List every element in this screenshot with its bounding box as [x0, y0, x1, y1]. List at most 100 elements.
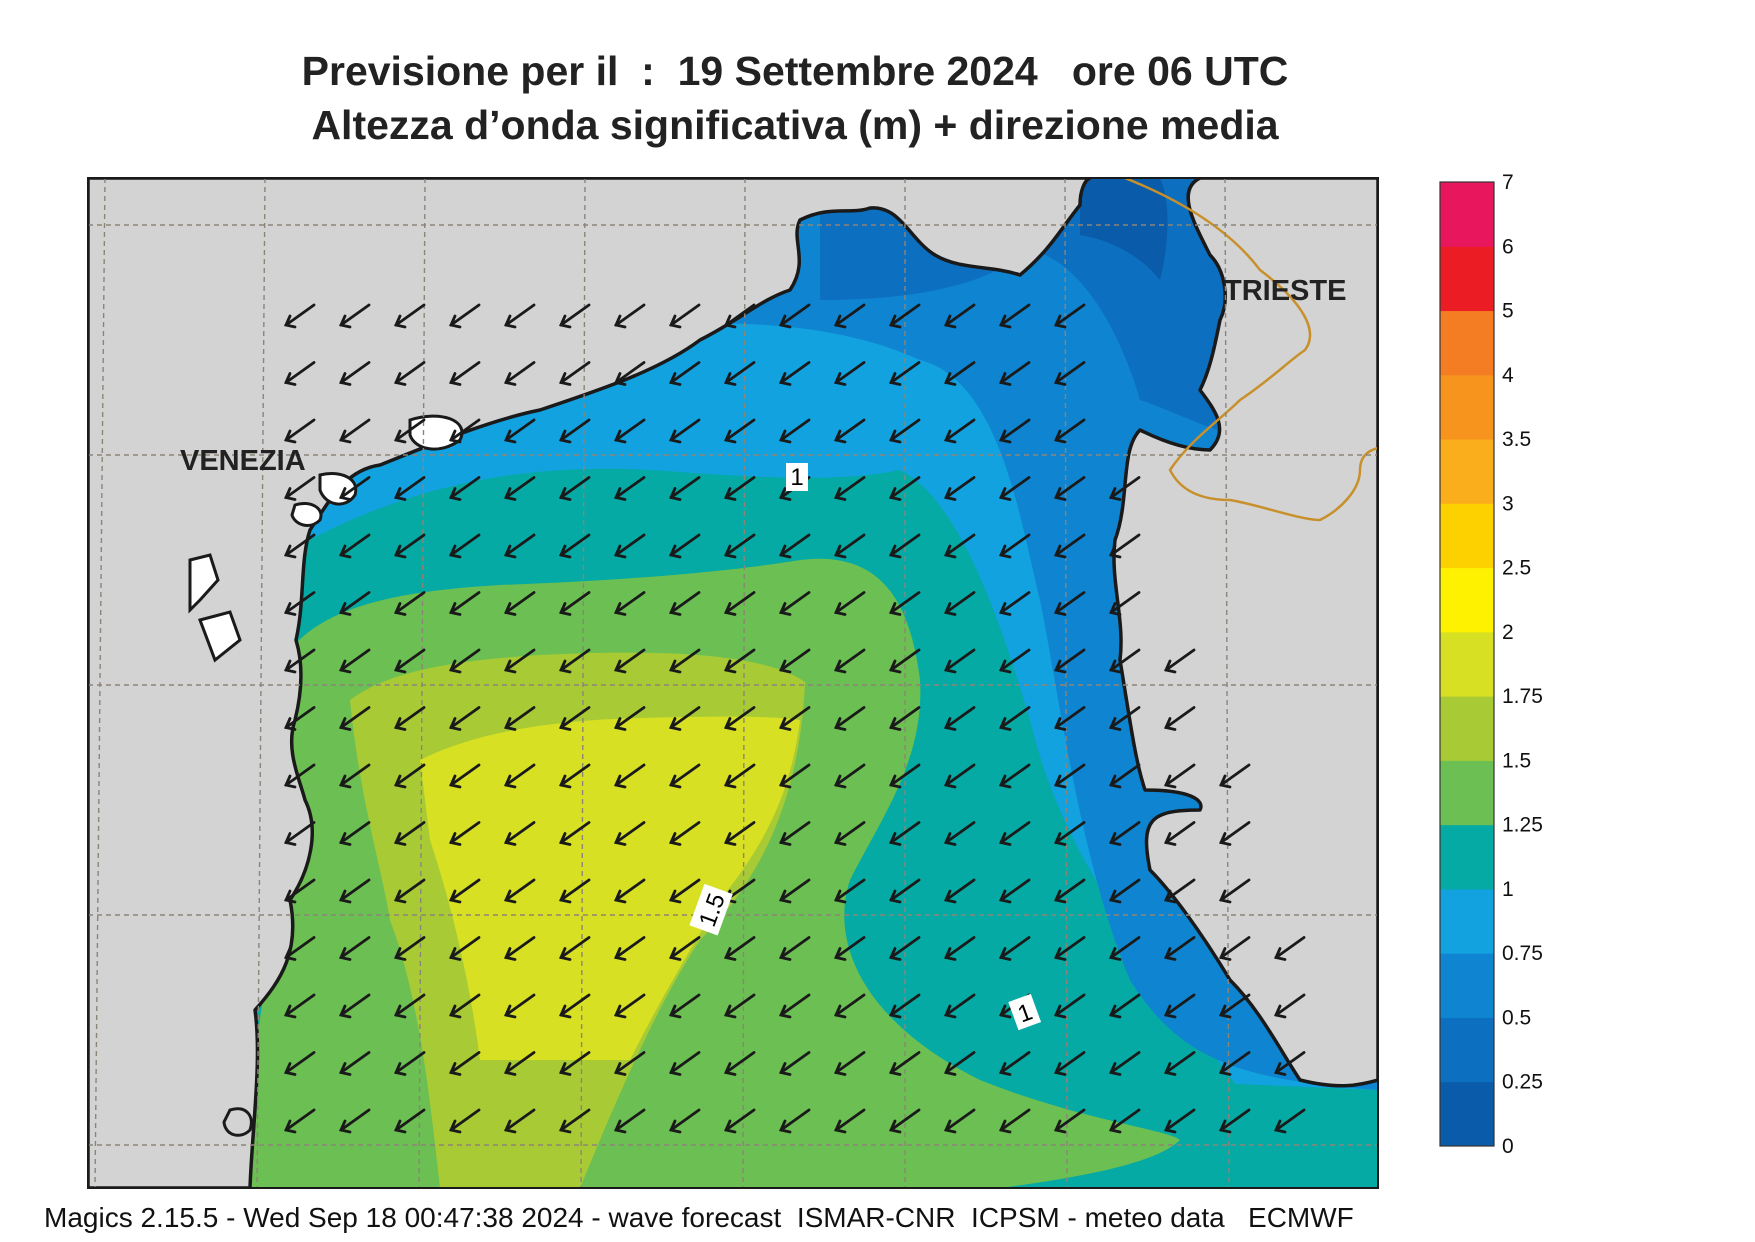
direction-arrow: [339, 476, 371, 501]
direction-arrow: [394, 878, 426, 904]
direction-arrow: [559, 1051, 591, 1076]
colorbar: 0 0.25 0.5 0.75 1 1.25 1.5 1.75 2 2.5 3 3.5 4 5 6 7: [1439, 171, 1543, 1158]
direction-arrow: [1219, 763, 1251, 789]
direction-arrow: [724, 476, 756, 501]
direction-arrow: [834, 476, 866, 501]
direction-arrow: [669, 878, 701, 904]
direction-arrow: [449, 303, 481, 329]
direction-arrow: [504, 476, 536, 501]
direction-arrow: [999, 878, 1031, 904]
direction-arrow: [1219, 878, 1251, 904]
direction-arrow: [1274, 1108, 1306, 1134]
direction-arrow: [284, 591, 316, 616]
direction-arrow: [559, 476, 591, 501]
direction-arrow: [449, 591, 481, 616]
direction-arrow: [1109, 533, 1141, 559]
colorbar-swatch: [1440, 631, 1494, 697]
direction-arrow: [339, 878, 371, 904]
direction-arrow: [284, 763, 316, 789]
direction-arrow: [1164, 936, 1196, 961]
direction-arrow: [504, 1051, 536, 1076]
band-1.75-2: [420, 716, 800, 1060]
direction-arrow: [944, 1051, 976, 1076]
direction-arrow: [614, 706, 646, 731]
direction-arrow: [1054, 533, 1086, 559]
direction-arrow: [449, 648, 481, 674]
direction-arrow: [504, 821, 536, 846]
direction-arrow: [669, 591, 701, 616]
direction-arrow: [669, 936, 701, 961]
direction-arrow: [889, 1051, 921, 1076]
direction-arrow: [449, 476, 481, 501]
direction-arrow: [504, 936, 536, 961]
direction-arrow: [999, 821, 1031, 846]
direction-arrow: [724, 591, 756, 616]
direction-arrow: [999, 763, 1031, 789]
direction-arrow: [449, 1108, 481, 1134]
direction-arrow: [394, 763, 426, 789]
direction-arrow: [449, 763, 481, 789]
direction-arrow: [944, 706, 976, 731]
direction-arrow: [889, 821, 921, 846]
direction-arrow: [559, 303, 591, 329]
direction-arrow: [339, 821, 371, 846]
direction-arrow: [559, 591, 591, 616]
direction-arrow: [614, 591, 646, 616]
border-line: [1124, 178, 1378, 522]
land-east: [1112, 178, 1378, 1088]
direction-arrow: [449, 993, 481, 1019]
band-0-0.25: [1080, 178, 1168, 280]
direction-arrow: [614, 936, 646, 961]
direction-arrow: [1054, 418, 1086, 444]
direction-arrow: [614, 303, 646, 329]
direction-arrow: [999, 303, 1031, 329]
direction-arrow: [669, 763, 701, 789]
map-frame: [87, 177, 1379, 1189]
direction-arrow: [834, 821, 866, 846]
direction-arrow: [834, 418, 866, 444]
colorbar-label: 2.5: [1502, 557, 1531, 580]
direction-arrow: [339, 1051, 371, 1076]
direction-arrow: [614, 878, 646, 904]
direction-arrow: [614, 1051, 646, 1076]
direction-arrow: [779, 591, 811, 616]
direction-arrow: [504, 533, 536, 559]
direction-arrow: [1054, 303, 1086, 329]
direction-arrow: [284, 1051, 316, 1076]
direction-arrow: [339, 706, 371, 731]
direction-arrow: [724, 648, 756, 674]
colorbar-swatch: [1440, 503, 1494, 569]
direction-arrow: [284, 361, 316, 386]
direction-arrow: [669, 1108, 701, 1134]
direction-arrow: [339, 418, 371, 444]
direction-arrow: [834, 648, 866, 674]
direction-arrow: [339, 1108, 371, 1134]
direction-arrow: [504, 648, 536, 674]
direction-arrow: [394, 1108, 426, 1134]
direction-arrow: [394, 476, 426, 501]
direction-arrow: [559, 1108, 591, 1134]
footer-credits: Magics 2.15.5 - Wed Sep 18 00:47:38 2024…: [44, 1202, 1354, 1233]
direction-arrow: [834, 706, 866, 731]
direction-arrow: [834, 878, 866, 904]
direction-arrow: [394, 648, 426, 674]
direction-arrow: [1109, 878, 1141, 904]
direction-arrow: [1054, 1108, 1086, 1134]
direction-arrow: [999, 533, 1031, 559]
direction-arrow: [944, 648, 976, 674]
direction-arrow: [559, 533, 591, 559]
direction-arrow: [339, 361, 371, 386]
direction-arrows: [284, 303, 1306, 1134]
direction-arrow: [724, 763, 756, 789]
colorbar-swatch: [1440, 696, 1494, 761]
colorbar-label: 1.25: [1502, 814, 1543, 837]
direction-arrow: [559, 936, 591, 961]
direction-arrow: [284, 648, 316, 674]
title-line-1: Previsione per il : 19 Settembre 2024 or…: [301, 48, 1289, 94]
direction-arrow: [284, 533, 316, 559]
direction-arrow: [394, 533, 426, 559]
direction-arrow: [339, 591, 371, 616]
direction-arrow: [724, 533, 756, 559]
colorbar-swatch: [1440, 953, 1494, 1018]
